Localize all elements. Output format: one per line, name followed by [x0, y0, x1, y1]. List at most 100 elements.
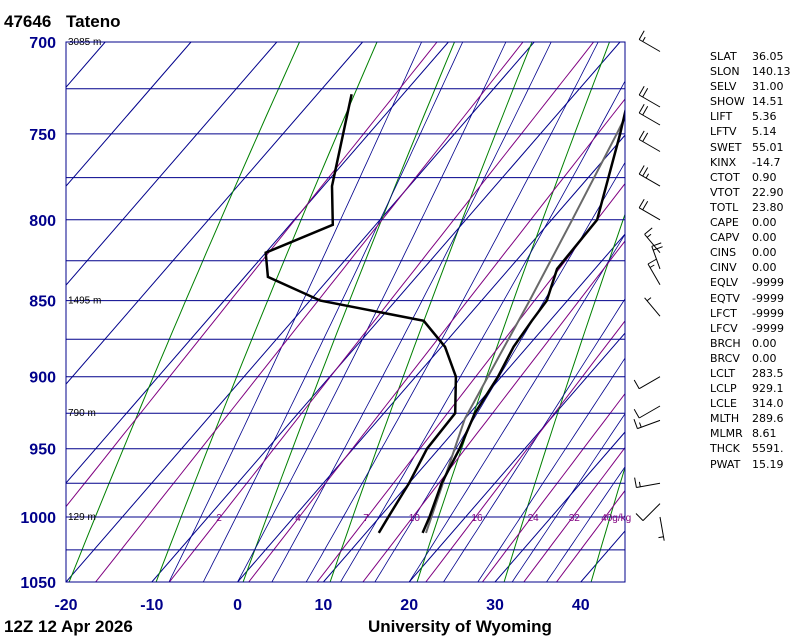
wind-barb-staff: [638, 207, 661, 221]
mixing-ratio-line: [425, 320, 625, 582]
index-value: 0.00: [752, 246, 777, 260]
wind-barb: [651, 242, 663, 270]
mixing-ratio-label: 10: [409, 513, 421, 524]
index-value: -14.7: [752, 155, 781, 169]
index-row: BRCH 0.00: [710, 336, 791, 351]
pressure-tick-label: 850: [29, 294, 56, 311]
wind-barb-flag: [642, 88, 649, 98]
index-key: EQTV: [710, 291, 740, 305]
index-row: CINV 0.00: [710, 260, 791, 275]
wind-barb-flag: [653, 246, 663, 251]
isotherm-line: [494, 431, 625, 582]
wind-barb-half-flag: [649, 264, 655, 268]
wind-barb: [638, 104, 661, 126]
temperature-tick-label: 0: [233, 597, 242, 614]
index-row: CTOT 0.90: [710, 170, 791, 185]
mixing-ratio-line: [95, 42, 524, 582]
mixing-ratio-label: 24: [528, 513, 540, 524]
index-row: THCK 5591.: [710, 441, 791, 456]
index-value: 5591.: [752, 442, 784, 456]
mixing-ratio-line: [362, 240, 625, 582]
index-row: LFCV -9999: [710, 321, 791, 336]
wind-barb: [644, 227, 661, 254]
pressure-tick-label: 750: [29, 127, 56, 144]
height-label: 790 m: [68, 408, 96, 419]
index-value: 0.00: [752, 231, 777, 245]
plot-frame: [65, 41, 626, 583]
index-value: -9999: [752, 291, 784, 305]
index-value: 929.1: [752, 382, 784, 396]
isotherm-line: [66, 42, 278, 286]
wind-barb: [647, 258, 661, 286]
wind-barb: [633, 419, 661, 430]
wind-barb-flag: [633, 409, 640, 419]
pressure-tick-label: 900: [29, 370, 56, 387]
isotherm-line: [66, 42, 192, 187]
height-label: 129 m: [68, 512, 96, 523]
index-value: 15.19: [752, 457, 784, 471]
wind-barb-staff: [638, 376, 661, 390]
moist-adiabat-line: [546, 466, 625, 582]
index-row: BRCV 0.00: [710, 351, 791, 366]
index-row: KINX -14.7: [710, 155, 791, 170]
index-key: TOTL: [710, 200, 739, 214]
index-value: -9999: [752, 306, 784, 320]
index-key: LFTV: [710, 125, 737, 139]
index-value: 283.5: [752, 366, 784, 380]
index-value: 0.00: [752, 261, 777, 275]
wind-barb: [633, 405, 661, 419]
index-key: LFCV: [710, 321, 738, 335]
index-row: SELV 31.00: [710, 79, 791, 94]
index-value: 22.90: [752, 185, 784, 199]
dry-adiabat-line: [329, 42, 533, 582]
index-value: 0.90: [752, 170, 777, 184]
index-row: LFCT -9999: [710, 306, 791, 321]
index-key: LCLP: [710, 382, 737, 396]
moist-adiabat-line: [374, 161, 625, 582]
index-row: SLAT 36.05: [710, 49, 791, 64]
index-key: MLMR: [710, 427, 743, 441]
index-key: CTOT: [710, 170, 740, 184]
pressure-tick-label: 950: [29, 442, 56, 459]
wind-barb: [658, 516, 665, 541]
isotherm-line: [237, 134, 625, 582]
index-row: LCLT 283.5: [710, 366, 791, 381]
isotherm-line: [66, 42, 106, 88]
wind-barb-staff: [637, 419, 661, 430]
temperature-profile-line: [421, 107, 625, 534]
index-value: 5.36: [752, 110, 777, 124]
observation-time: 12Z 12 Apr 2026: [4, 617, 133, 636]
dewpoint-profile-line: [264, 93, 458, 534]
index-key: CAPV: [710, 231, 740, 245]
moist-adiabat-line: [305, 42, 599, 582]
index-key: CINS: [710, 246, 737, 260]
index-row: EQLV -9999: [710, 275, 791, 290]
index-value: 55.01: [752, 140, 784, 154]
temperature-tick-label: -20: [54, 597, 77, 614]
pressure-tick-label: 1050: [20, 575, 56, 592]
wind-barb: [638, 130, 661, 152]
index-row: CINS 0.00: [710, 245, 791, 260]
index-value: 140.13: [752, 65, 791, 79]
temperature-tick-label: 30: [486, 597, 504, 614]
wind-barb-half-flag: [646, 297, 652, 302]
index-value: 23.80: [752, 200, 784, 214]
index-row: MLMR 8.61: [710, 426, 791, 441]
wind-barb-flag: [638, 130, 645, 140]
index-row: LCLE 314.0: [710, 396, 791, 411]
index-value: -9999: [752, 276, 784, 290]
isotherm-line: [151, 42, 621, 582]
wind-barb-half-flag: [658, 536, 664, 539]
index-value: 314.0: [752, 397, 784, 411]
wind-barb-staff: [642, 503, 661, 521]
wind-barb-flag: [638, 198, 645, 209]
moist-adiabat-line: [443, 298, 625, 582]
index-value: 289.6: [752, 412, 784, 426]
wind-barb-half-flag: [645, 173, 650, 179]
isotherm-line: [66, 42, 363, 385]
index-row: PWAT 15.19: [710, 457, 791, 472]
station-id: 47646: [4, 12, 52, 31]
index-key: SLAT: [710, 50, 737, 63]
index-key: EQLV: [710, 276, 739, 290]
isotherm-line: [408, 332, 625, 582]
